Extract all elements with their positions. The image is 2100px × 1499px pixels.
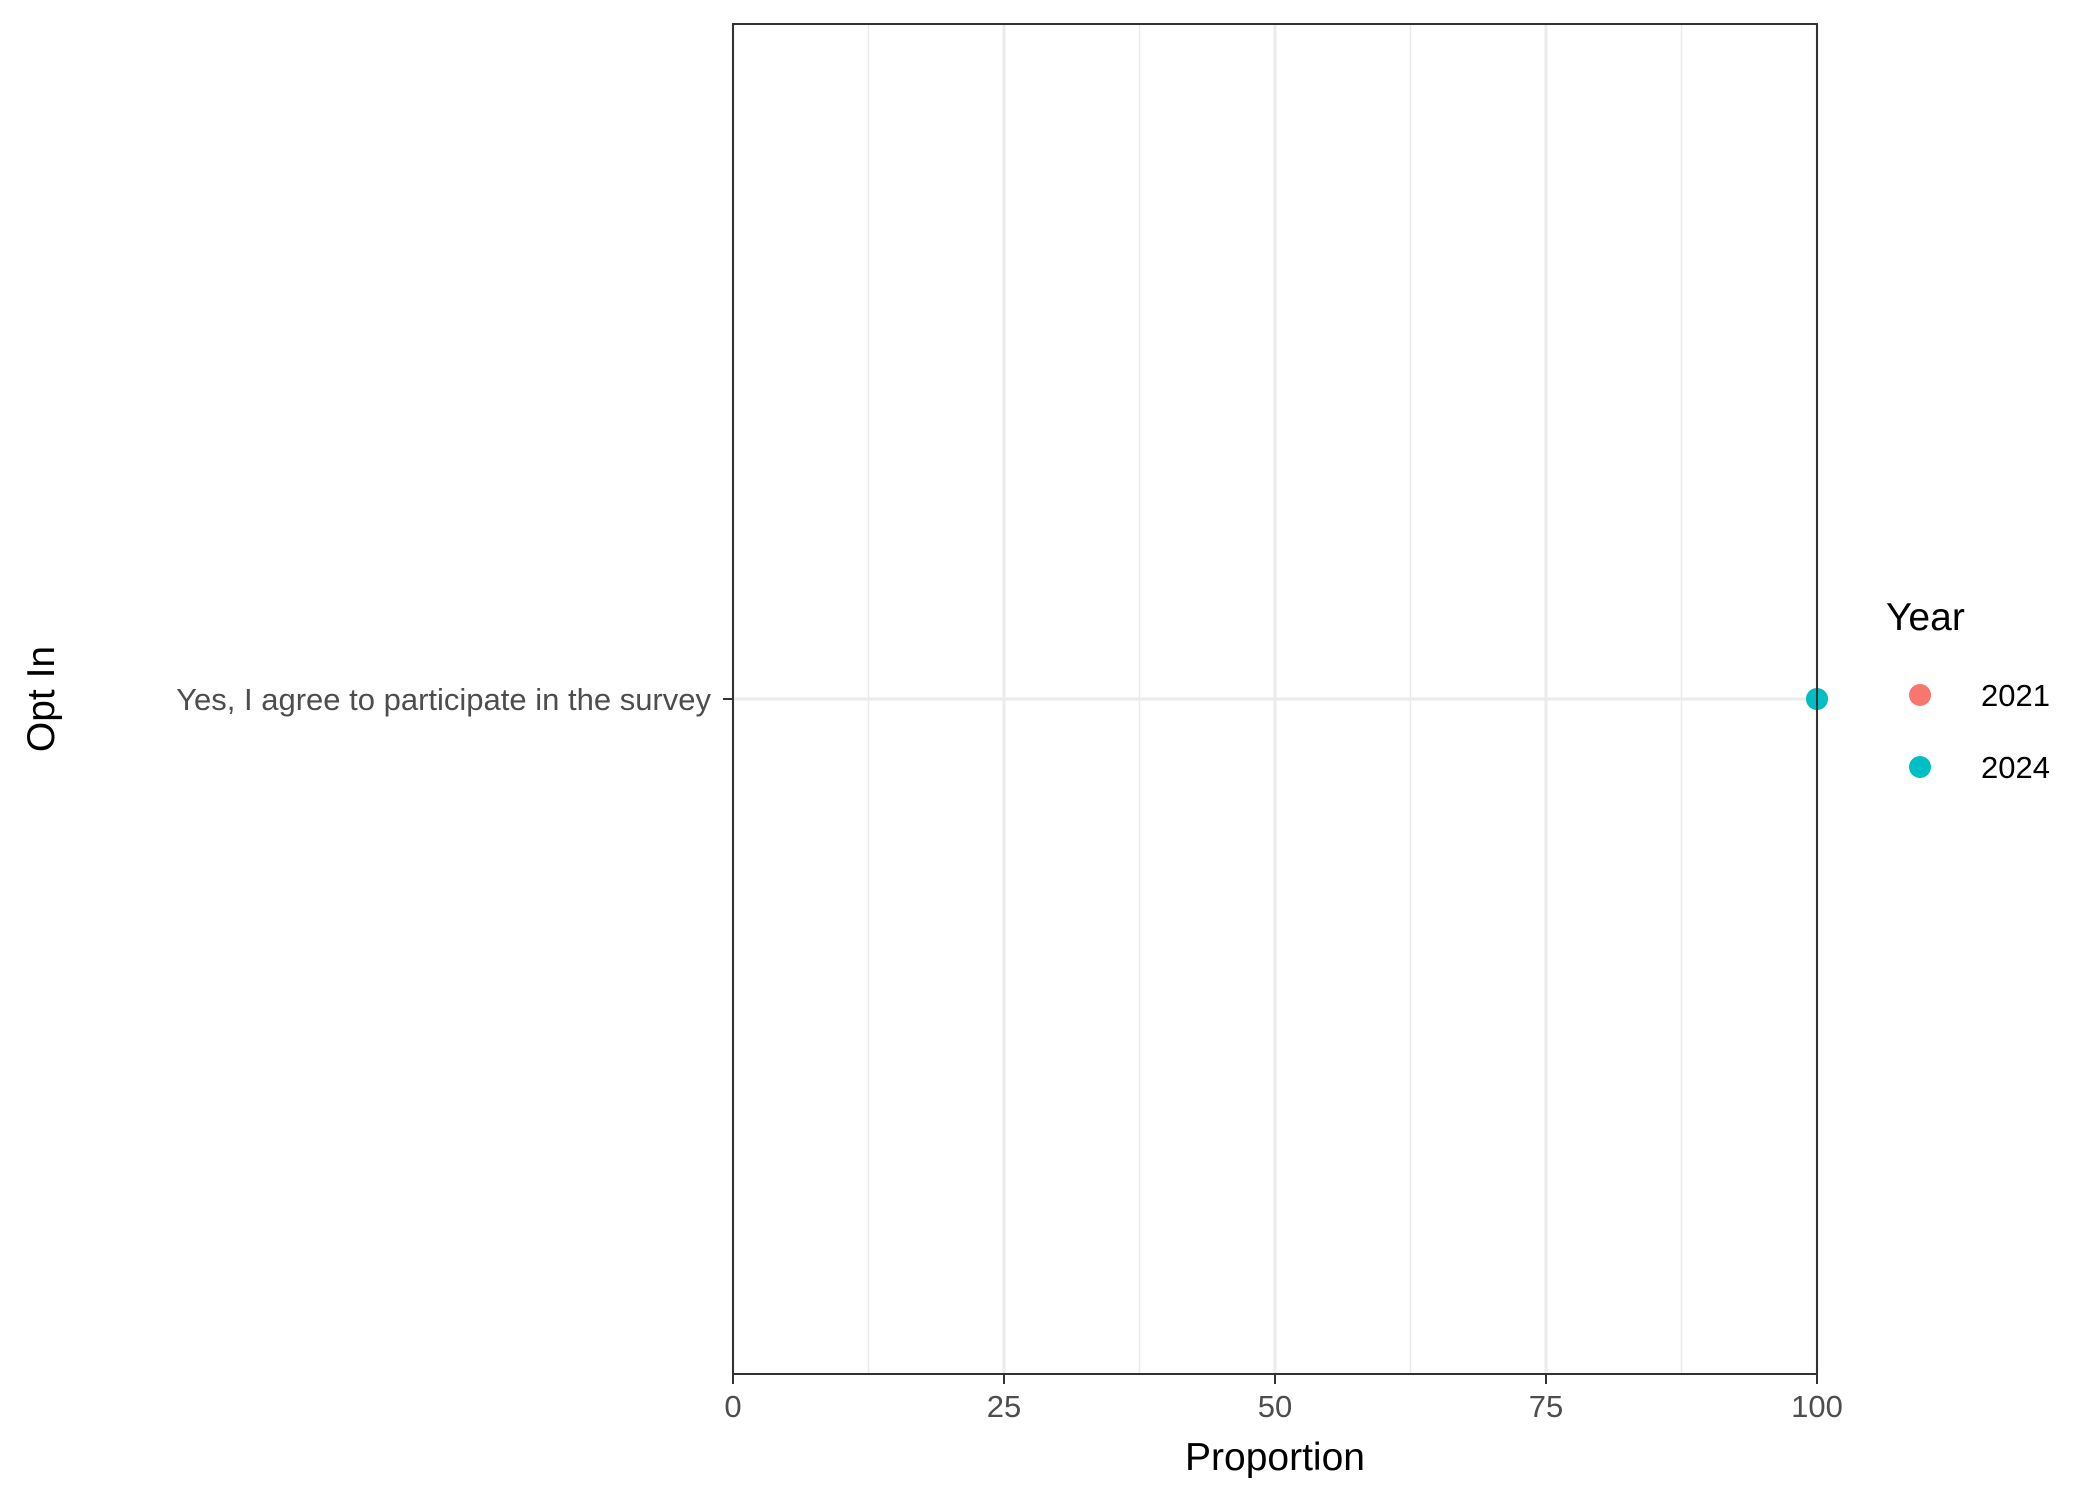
- x-tick-label: 25: [987, 1389, 1021, 1424]
- x-tick-label: 0: [724, 1389, 741, 1424]
- x-tick-label: 75: [1529, 1389, 1563, 1424]
- legend-items: 2021 2024: [1909, 678, 2050, 785]
- legend-label-2024: 2024: [1981, 750, 2050, 785]
- legend: Year 2021 2024: [1886, 596, 2050, 785]
- plot-panel: [731, 23, 1828, 1375]
- legend-label-2021: 2021: [1981, 678, 2050, 713]
- y-axis-title: Opt In: [20, 646, 63, 752]
- x-tick-label: 50: [1258, 1389, 1292, 1424]
- y-tick-label: Yes, I agree to participate in the surve…: [176, 682, 711, 717]
- legend-title: Year: [1886, 596, 1965, 639]
- x-tick-label: 100: [1791, 1389, 1843, 1424]
- x-axis: 0 25 50 75 100: [724, 1374, 1843, 1424]
- x-axis-title: Proportion: [1185, 1436, 1365, 1479]
- legend-key-2021: [1909, 684, 1931, 706]
- legend-key-2024: [1909, 756, 1931, 778]
- y-axis: Yes, I agree to participate in the surve…: [176, 682, 733, 717]
